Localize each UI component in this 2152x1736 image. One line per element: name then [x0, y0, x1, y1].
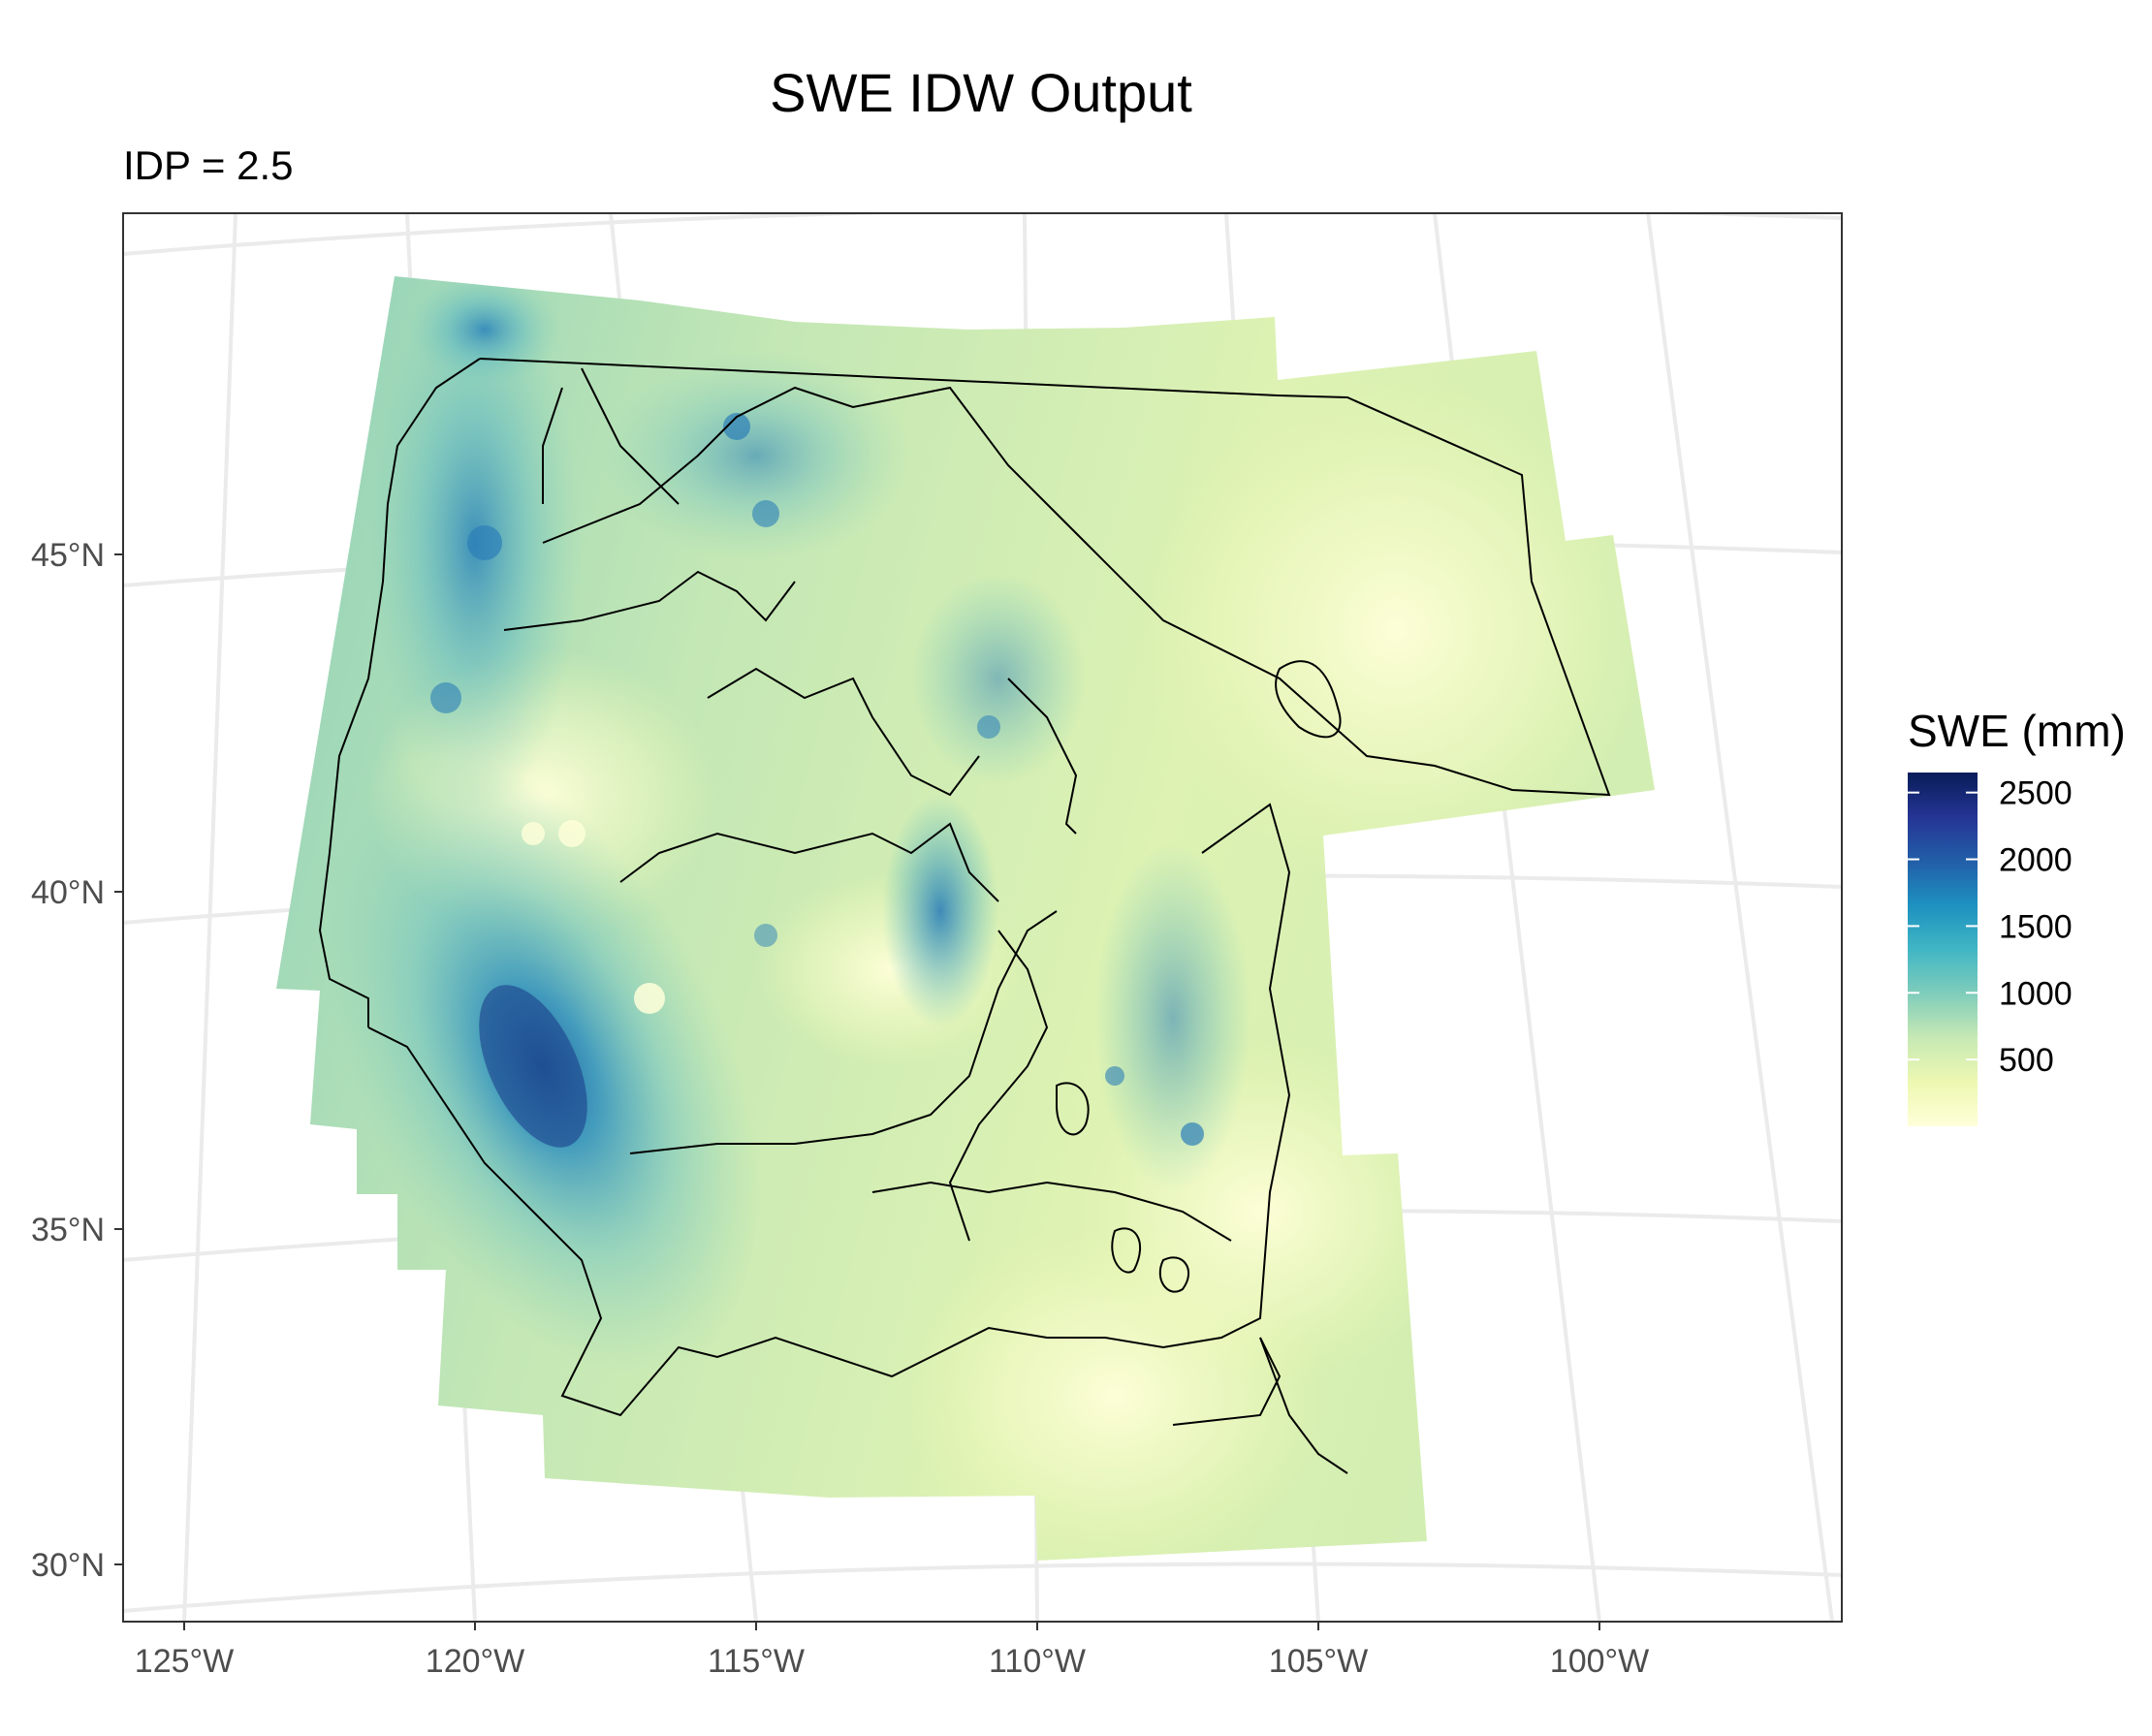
legend-ticks: 2500 2000 1500 1000 500: [1908, 775, 2073, 1079]
legend-label: 2500: [1999, 775, 2073, 812]
y-axis: 45°N 40°N 35°N 30°N: [31, 537, 123, 1584]
chart-subtitle: IDP = 2.5: [123, 142, 294, 188]
x-tick-label: 105°W: [1269, 1643, 1368, 1680]
y-tick-label: 45°N: [31, 537, 105, 574]
region-boundaries: [318, 358, 1611, 1474]
legend-title: SWE (mm): [1908, 706, 2126, 756]
x-tick-label: 110°W: [989, 1643, 1086, 1680]
x-tick-label: 100°W: [1550, 1643, 1649, 1680]
x-tick-label: 115°W: [708, 1643, 805, 1680]
legend-label: 1500: [1999, 908, 2073, 945]
chart-title: SWE IDW Output: [770, 62, 1192, 123]
legend: SWE (mm) 2500 2000 1500 1000 500: [1908, 706, 2126, 1126]
x-tick-label: 125°W: [135, 1643, 234, 1680]
x-tick-label: 120°W: [426, 1643, 524, 1680]
swe-raster: [276, 276, 1655, 1561]
y-tick-label: 30°N: [31, 1547, 105, 1584]
lake-outline: [1275, 660, 1342, 739]
x-axis: 125°W 120°W 115°W 110°W 105°W 100°W: [135, 1622, 1649, 1680]
legend-colorbar: [1908, 773, 1978, 1126]
y-tick-label: 40°N: [31, 874, 105, 911]
legend-label: 500: [1999, 1042, 2054, 1079]
legend-label: 2000: [1999, 842, 2073, 879]
y-tick-label: 35°N: [31, 1212, 105, 1248]
panel-border: [122, 212, 1843, 1623]
legend-label: 1000: [1999, 975, 2073, 1012]
